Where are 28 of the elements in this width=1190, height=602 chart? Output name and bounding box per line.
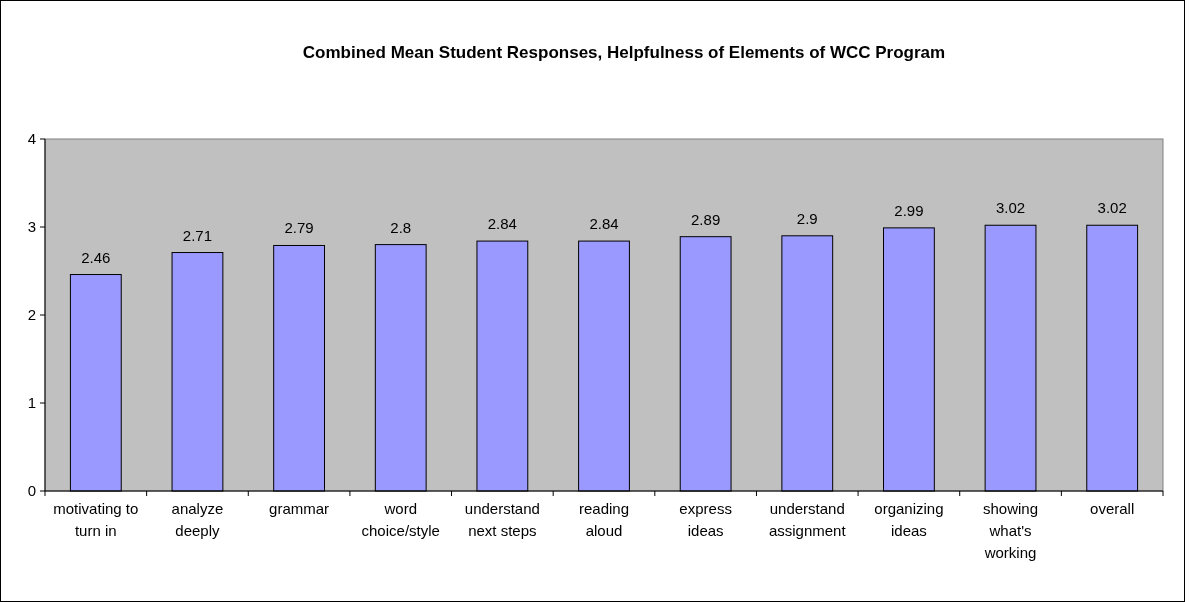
x-tick-label: motivating to turn in xyxy=(53,500,139,539)
x-tick-label: understand assignment xyxy=(768,500,847,539)
data-label: 3.02 xyxy=(995,199,1026,217)
data-label: 2.84 xyxy=(589,215,619,233)
chart-title: Combined Mean Student Responses, Helpfulness of Elements of WCC Program xyxy=(302,43,946,62)
data-label: 2.46 xyxy=(81,248,111,266)
data-label: 2.71 xyxy=(182,226,213,244)
x-tick-label: word choice/style xyxy=(361,500,440,539)
y-tick-label: 0 xyxy=(27,482,36,499)
data-label: 2.99 xyxy=(894,201,924,219)
x-tick-label: overall xyxy=(1090,500,1135,517)
y-tick-label: 1 xyxy=(27,394,36,411)
x-tick-label: reading aloud xyxy=(578,500,630,539)
x-tick-label: grammar xyxy=(269,500,330,517)
x-tick-label: analyze deeply xyxy=(171,500,224,539)
data-label: 3.02 xyxy=(1097,199,1127,217)
data-label: 2.8 xyxy=(390,218,412,236)
y-tick-label: 4 xyxy=(27,130,36,147)
x-tick-label: express ideas xyxy=(679,500,732,539)
data-label: 2.79 xyxy=(284,219,314,237)
y-tick-label: 2 xyxy=(27,306,36,323)
x-tick-label: organizing ideas xyxy=(874,500,944,539)
y-tick-label: 3 xyxy=(27,218,36,235)
data-label: 2.84 xyxy=(487,215,517,233)
x-tick-label: showing what's working xyxy=(983,500,1039,561)
x-tick-label: understand next steps xyxy=(464,500,540,539)
data-label: 2.9 xyxy=(796,209,818,227)
data-label: 2.89 xyxy=(691,210,721,228)
